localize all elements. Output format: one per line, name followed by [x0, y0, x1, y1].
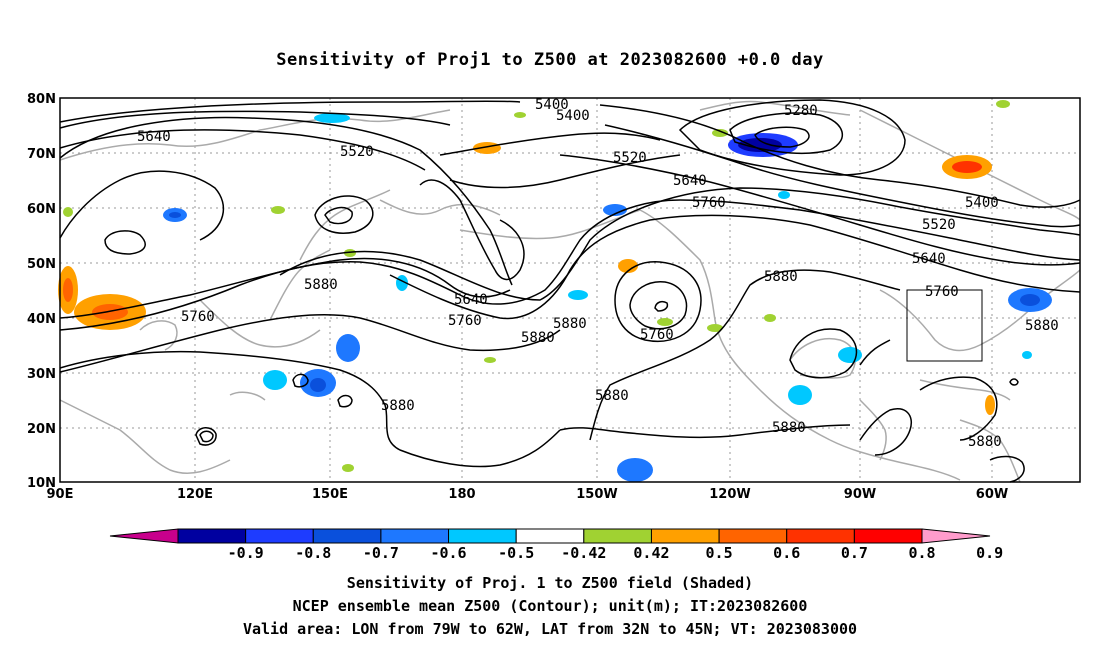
contour-label: 5640: [912, 251, 946, 267]
colorbar-tick-label: -0.42: [561, 544, 606, 562]
contour-label: 5880: [381, 398, 415, 414]
contour-label: 5520: [340, 144, 374, 160]
contour-label: 5760: [181, 309, 215, 325]
lat-label: 20N: [27, 422, 56, 437]
colorbar-box: [853, 528, 923, 544]
colorbar-box: [312, 528, 382, 544]
footer-line-2: NCEP ensemble mean Z500 (Contour); unit(…: [292, 597, 808, 615]
contour-label: 5400: [965, 195, 999, 211]
contour-label: 5880: [553, 316, 587, 332]
colorbar: -0.9 -0.8 -0.7 -0.6 -0.5 -0.42 0.42 0.5 0.6 0.7 0.…: [109, 528, 1004, 562]
colorbar-box: [718, 528, 788, 544]
footer-line-1: Sensitivity of Proj. 1 to Z500 field (Sh…: [346, 574, 754, 592]
colorbar-tick-label: 0.5: [706, 544, 733, 562]
contour-labels: 5400 5400 5280 5640 5520 5520 5640 5760 …: [137, 97, 1059, 450]
contour-label: 5760: [640, 327, 674, 343]
contour-label: 5880: [1025, 318, 1059, 334]
contour-label: 5640: [454, 292, 488, 308]
colorbar-tick-label: -0.9: [228, 544, 264, 562]
colorbar-box: [245, 528, 314, 544]
lat-label: 60N: [27, 202, 56, 217]
colorbar-box: [380, 528, 450, 544]
footer-line-3: Valid area: LON from 79W to 62W, LAT fro…: [242, 620, 858, 638]
contour-label: 5520: [613, 150, 647, 166]
lon-label: 180: [448, 487, 475, 502]
longitude-labels: 90E 120E 150E 180 150W 120W 90W 60W: [47, 487, 1009, 502]
contour-label: 5880: [521, 330, 555, 346]
contour-label: 5880: [304, 277, 338, 293]
colorbar-tick-label: -0.8: [295, 544, 331, 562]
lon-label: 120E: [177, 487, 213, 502]
colorbar-tick-label: -0.6: [430, 544, 466, 562]
colorbar-left-triangle: [109, 528, 179, 544]
contour-label: 5640: [673, 173, 707, 189]
colorbar-tick-label: 0.42: [633, 544, 669, 562]
latitude-labels: 80N 70N 60N 50N 40N 30N 20N 10N: [27, 92, 56, 491]
lat-label: 80N: [27, 92, 56, 107]
colorbar-tick-label: 0.8: [908, 544, 935, 562]
lon-label: 150W: [576, 487, 617, 502]
contour-label: 5760: [448, 313, 482, 329]
map-title: Sensitivity of Proj1 to Z500 at 20230826…: [276, 50, 824, 70]
contour-label: 5400: [556, 108, 590, 124]
contour-label: 5640: [137, 129, 171, 145]
colorbar-right-triangle: [921, 528, 991, 544]
colorbar-box: [650, 528, 720, 544]
map-panel: [58, 97, 1081, 483]
sensitivity-shading: [58, 100, 1052, 482]
contour-label: 5880: [595, 388, 629, 404]
lon-label: 150E: [312, 487, 348, 502]
colorbar-box: [448, 528, 517, 544]
contour-label: 5760: [925, 284, 959, 300]
colorbar-boxes: [177, 528, 923, 544]
colorbar-tick-label: 0.7: [841, 544, 868, 562]
lat-label: 70N: [27, 147, 56, 162]
colorbar-tick-label: -0.7: [363, 544, 399, 562]
contour-label: 5880: [764, 269, 798, 285]
contour-label: 5760: [692, 195, 726, 211]
colorbar-box: [583, 528, 652, 544]
contour-label: 5280: [784, 103, 818, 119]
contour-label: 5880: [968, 434, 1002, 450]
lon-label: 90E: [47, 487, 74, 502]
colorbar-box: [515, 528, 585, 544]
negative-sensitivity-patches: [163, 113, 1052, 482]
colorbar-tick-label: 0.6: [773, 544, 800, 562]
lat-label: 10N: [27, 476, 56, 491]
contour-label: 5520: [922, 217, 956, 233]
colorbar-box: [177, 528, 247, 544]
lon-label: 90W: [844, 487, 876, 502]
valid-area-box: [906, 289, 983, 362]
lat-label: 50N: [27, 257, 56, 272]
contour-label: 5400: [535, 97, 569, 113]
colorbar-tick-label: -0.5: [498, 544, 534, 562]
z500-contours: [59, 99, 1081, 483]
colorbar-box: [786, 528, 855, 544]
lon-label: 120W: [709, 487, 750, 502]
colorbar-tick-label: 0.9: [976, 544, 1003, 562]
lat-label: 30N: [27, 367, 56, 382]
contour-label: 5880: [772, 420, 806, 436]
colorbar-tick-labels: -0.9 -0.8 -0.7 -0.6 -0.5 -0.42 0.42 0.5 0.6 0.7 0.…: [228, 544, 1004, 562]
lon-label: 60W: [976, 487, 1008, 502]
map-frame: [59, 97, 1081, 483]
lat-label: 40N: [27, 312, 56, 327]
